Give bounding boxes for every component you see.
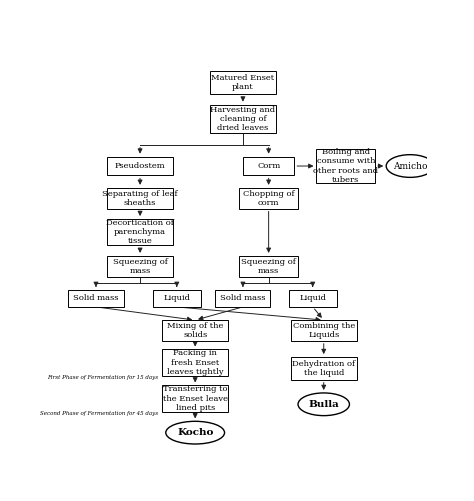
Ellipse shape [166,421,225,444]
FancyBboxPatch shape [291,320,357,341]
FancyBboxPatch shape [107,219,173,245]
Text: Squeezing of
mass: Squeezing of mass [241,258,296,275]
Text: Packing in
fresh Enset
leaves tightly: Packing in fresh Enset leaves tightly [167,350,223,376]
Text: Matured Enset
plant: Matured Enset plant [211,74,274,91]
FancyBboxPatch shape [107,256,173,277]
FancyBboxPatch shape [162,320,228,341]
Text: Decortication of
parenchyma
tissue: Decortication of parenchyma tissue [106,219,174,245]
FancyBboxPatch shape [162,385,228,412]
Text: Solid mass: Solid mass [73,295,118,303]
FancyBboxPatch shape [317,149,375,183]
FancyBboxPatch shape [153,290,201,307]
Text: Solid mass: Solid mass [220,295,265,303]
Text: Squeezing of
mass: Squeezing of mass [113,258,167,275]
Text: First Phase of Fermentation for 15 days: First Phase of Fermentation for 15 days [47,375,158,380]
Text: Liquid: Liquid [164,295,190,303]
FancyBboxPatch shape [107,157,173,175]
FancyBboxPatch shape [210,72,276,94]
Text: Chopping of
corm: Chopping of corm [243,189,294,207]
FancyBboxPatch shape [107,188,173,208]
Text: Harvesting and
cleaning of
dried leaves: Harvesting and cleaning of dried leaves [210,106,275,132]
Ellipse shape [298,393,349,416]
Text: Dehydration of
the liquid: Dehydration of the liquid [292,360,356,377]
FancyBboxPatch shape [68,290,124,307]
Text: Second Phase of Fermentation for 45 days: Second Phase of Fermentation for 45 days [40,411,158,416]
Text: Corm: Corm [257,162,280,170]
Text: Boiling and
consume with
other roots and
tubers: Boiling and consume with other roots and… [313,148,378,184]
Text: Transferring to
the Enset leave
lined pits: Transferring to the Enset leave lined pi… [163,385,228,412]
FancyBboxPatch shape [291,357,357,380]
Text: Pseudostem: Pseudostem [115,162,165,170]
FancyBboxPatch shape [215,290,271,307]
Ellipse shape [386,155,434,177]
FancyBboxPatch shape [243,157,294,175]
Text: Separating of leaf
sheaths: Separating of leaf sheaths [102,189,178,207]
FancyBboxPatch shape [162,350,228,376]
Text: Bulla: Bulla [309,400,339,409]
FancyBboxPatch shape [210,105,276,133]
FancyBboxPatch shape [239,188,298,208]
FancyBboxPatch shape [239,256,298,277]
Text: Liquid: Liquid [299,295,326,303]
Text: Amicho: Amicho [393,161,428,170]
Text: Kocho: Kocho [177,428,213,437]
Text: Combining the
Liquids: Combining the Liquids [292,322,355,339]
Text: Mixing of the
solids: Mixing of the solids [167,322,223,339]
FancyBboxPatch shape [289,290,337,307]
